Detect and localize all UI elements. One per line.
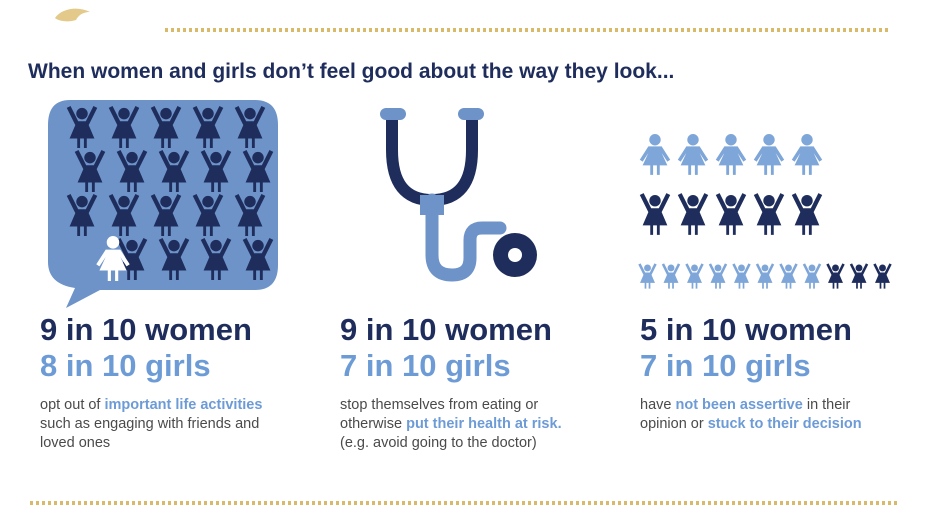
figure-icon bbox=[753, 134, 785, 175]
figure-icon bbox=[791, 134, 823, 175]
figure-icon bbox=[755, 263, 775, 289]
heading: When women and girls don’t feel good abo… bbox=[28, 60, 675, 83]
figure-icon bbox=[779, 263, 798, 289]
figure-icon bbox=[715, 134, 747, 175]
stat-women: 9 in 10 women bbox=[340, 312, 552, 347]
figure-icon bbox=[753, 193, 785, 235]
figure-icon bbox=[791, 193, 823, 235]
body-text: in their opinion or bbox=[640, 397, 851, 432]
description: opt out of important life activities suc… bbox=[40, 396, 290, 453]
figure-icon bbox=[826, 263, 845, 289]
stat-girls: 7 in 10 girls bbox=[640, 348, 811, 383]
stat-column: 9 in 10 women 7 in 10 girls stop themselve… bbox=[340, 312, 620, 453]
body-text: stop themselves from eating or otherwise bbox=[340, 397, 539, 432]
emphasis-text: put their health at risk. bbox=[406, 416, 562, 432]
stethoscope bbox=[380, 108, 537, 282]
figure-icon bbox=[639, 134, 671, 175]
figure-icon bbox=[708, 263, 728, 289]
body-text: opt out of bbox=[40, 397, 105, 413]
figure-icon bbox=[638, 263, 657, 289]
figure-icon bbox=[685, 263, 704, 289]
right-figures bbox=[638, 134, 892, 289]
figure-icon bbox=[849, 263, 869, 289]
logo bbox=[55, 8, 90, 22]
description: have not been assertive in their opinion… bbox=[640, 396, 890, 434]
figure-icon bbox=[715, 193, 747, 235]
figure-icon bbox=[639, 193, 671, 235]
stat-girls: 8 in 10 girls bbox=[40, 348, 211, 383]
body-text: (e.g. avoid going to the doctor) bbox=[340, 435, 537, 451]
figure-icon bbox=[732, 263, 751, 289]
stat-column: 5 in 10 women 7 in 10 girls have not been … bbox=[640, 312, 920, 434]
figure-icon bbox=[802, 263, 822, 289]
emphasis-text: important life activities bbox=[104, 397, 263, 413]
figure-icon bbox=[677, 134, 709, 175]
emphasis-text: not been assertive bbox=[675, 397, 803, 413]
body-text: such as engaging with friends and loved … bbox=[40, 416, 260, 451]
stat-women: 5 in 10 women bbox=[640, 312, 852, 347]
stat-column: 9 in 10 women 8 in 10 girls opt out of imp… bbox=[40, 312, 320, 453]
figure-icon bbox=[677, 193, 709, 235]
figure-icon bbox=[661, 263, 681, 289]
figure-icon bbox=[873, 263, 892, 289]
emphasis-text: stuck to their decision bbox=[707, 416, 862, 432]
stat-girls: 7 in 10 girls bbox=[340, 348, 511, 383]
body-text: have bbox=[640, 397, 676, 413]
description: stop themselves from eating or otherwise… bbox=[340, 396, 590, 453]
stat-women: 9 in 10 women bbox=[40, 312, 252, 347]
